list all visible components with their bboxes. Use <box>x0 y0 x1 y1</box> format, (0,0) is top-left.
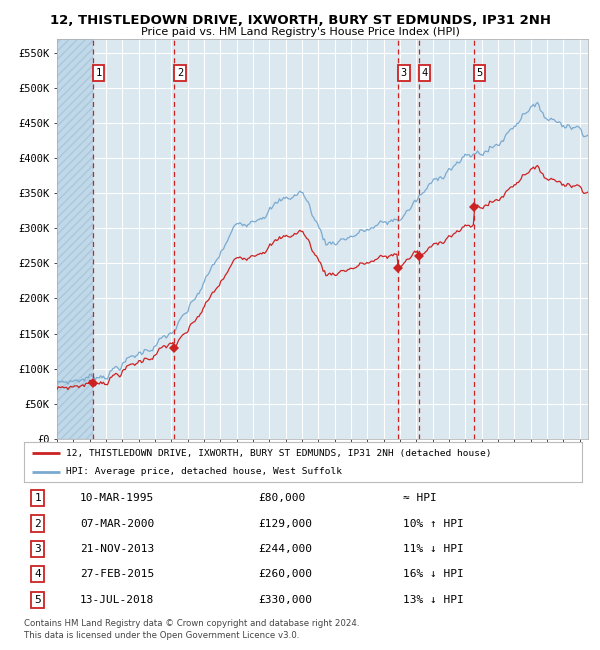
Text: HPI: Average price, detached house, West Suffolk: HPI: Average price, detached house, West… <box>66 467 342 476</box>
Text: 12, THISTLEDOWN DRIVE, IXWORTH, BURY ST EDMUNDS, IP31 2NH (detached house): 12, THISTLEDOWN DRIVE, IXWORTH, BURY ST … <box>66 448 491 458</box>
Text: Price paid vs. HM Land Registry's House Price Index (HPI): Price paid vs. HM Land Registry's House … <box>140 27 460 37</box>
Text: 1: 1 <box>95 68 101 78</box>
Text: 5: 5 <box>476 68 483 78</box>
Text: 10% ↑ HPI: 10% ↑ HPI <box>403 519 464 528</box>
Text: 11% ↓ HPI: 11% ↓ HPI <box>403 544 464 554</box>
Text: 12, THISTLEDOWN DRIVE, IXWORTH, BURY ST EDMUNDS, IP31 2NH: 12, THISTLEDOWN DRIVE, IXWORTH, BURY ST … <box>49 14 551 27</box>
Text: £260,000: £260,000 <box>259 569 313 579</box>
Text: 21-NOV-2013: 21-NOV-2013 <box>80 544 154 554</box>
Text: 07-MAR-2000: 07-MAR-2000 <box>80 519 154 528</box>
Text: 1: 1 <box>35 493 41 503</box>
Text: 4: 4 <box>35 569 41 579</box>
Text: 4: 4 <box>422 68 428 78</box>
Text: 3: 3 <box>401 68 407 78</box>
Bar <box>57 39 93 439</box>
Text: 27-FEB-2015: 27-FEB-2015 <box>80 569 154 579</box>
Text: £80,000: £80,000 <box>259 493 305 503</box>
Text: 13% ↓ HPI: 13% ↓ HPI <box>403 595 464 604</box>
Text: Contains HM Land Registry data © Crown copyright and database right 2024.: Contains HM Land Registry data © Crown c… <box>24 619 359 628</box>
Text: £330,000: £330,000 <box>259 595 313 604</box>
Text: £244,000: £244,000 <box>259 544 313 554</box>
Text: £129,000: £129,000 <box>259 519 313 528</box>
Text: 3: 3 <box>35 544 41 554</box>
Text: 16% ↓ HPI: 16% ↓ HPI <box>403 569 464 579</box>
Text: This data is licensed under the Open Government Licence v3.0.: This data is licensed under the Open Gov… <box>24 630 299 640</box>
Text: 2: 2 <box>35 519 41 528</box>
Text: 13-JUL-2018: 13-JUL-2018 <box>80 595 154 604</box>
Text: ≈ HPI: ≈ HPI <box>403 493 437 503</box>
Text: 5: 5 <box>35 595 41 604</box>
Text: 2: 2 <box>177 68 183 78</box>
Text: 10-MAR-1995: 10-MAR-1995 <box>80 493 154 503</box>
